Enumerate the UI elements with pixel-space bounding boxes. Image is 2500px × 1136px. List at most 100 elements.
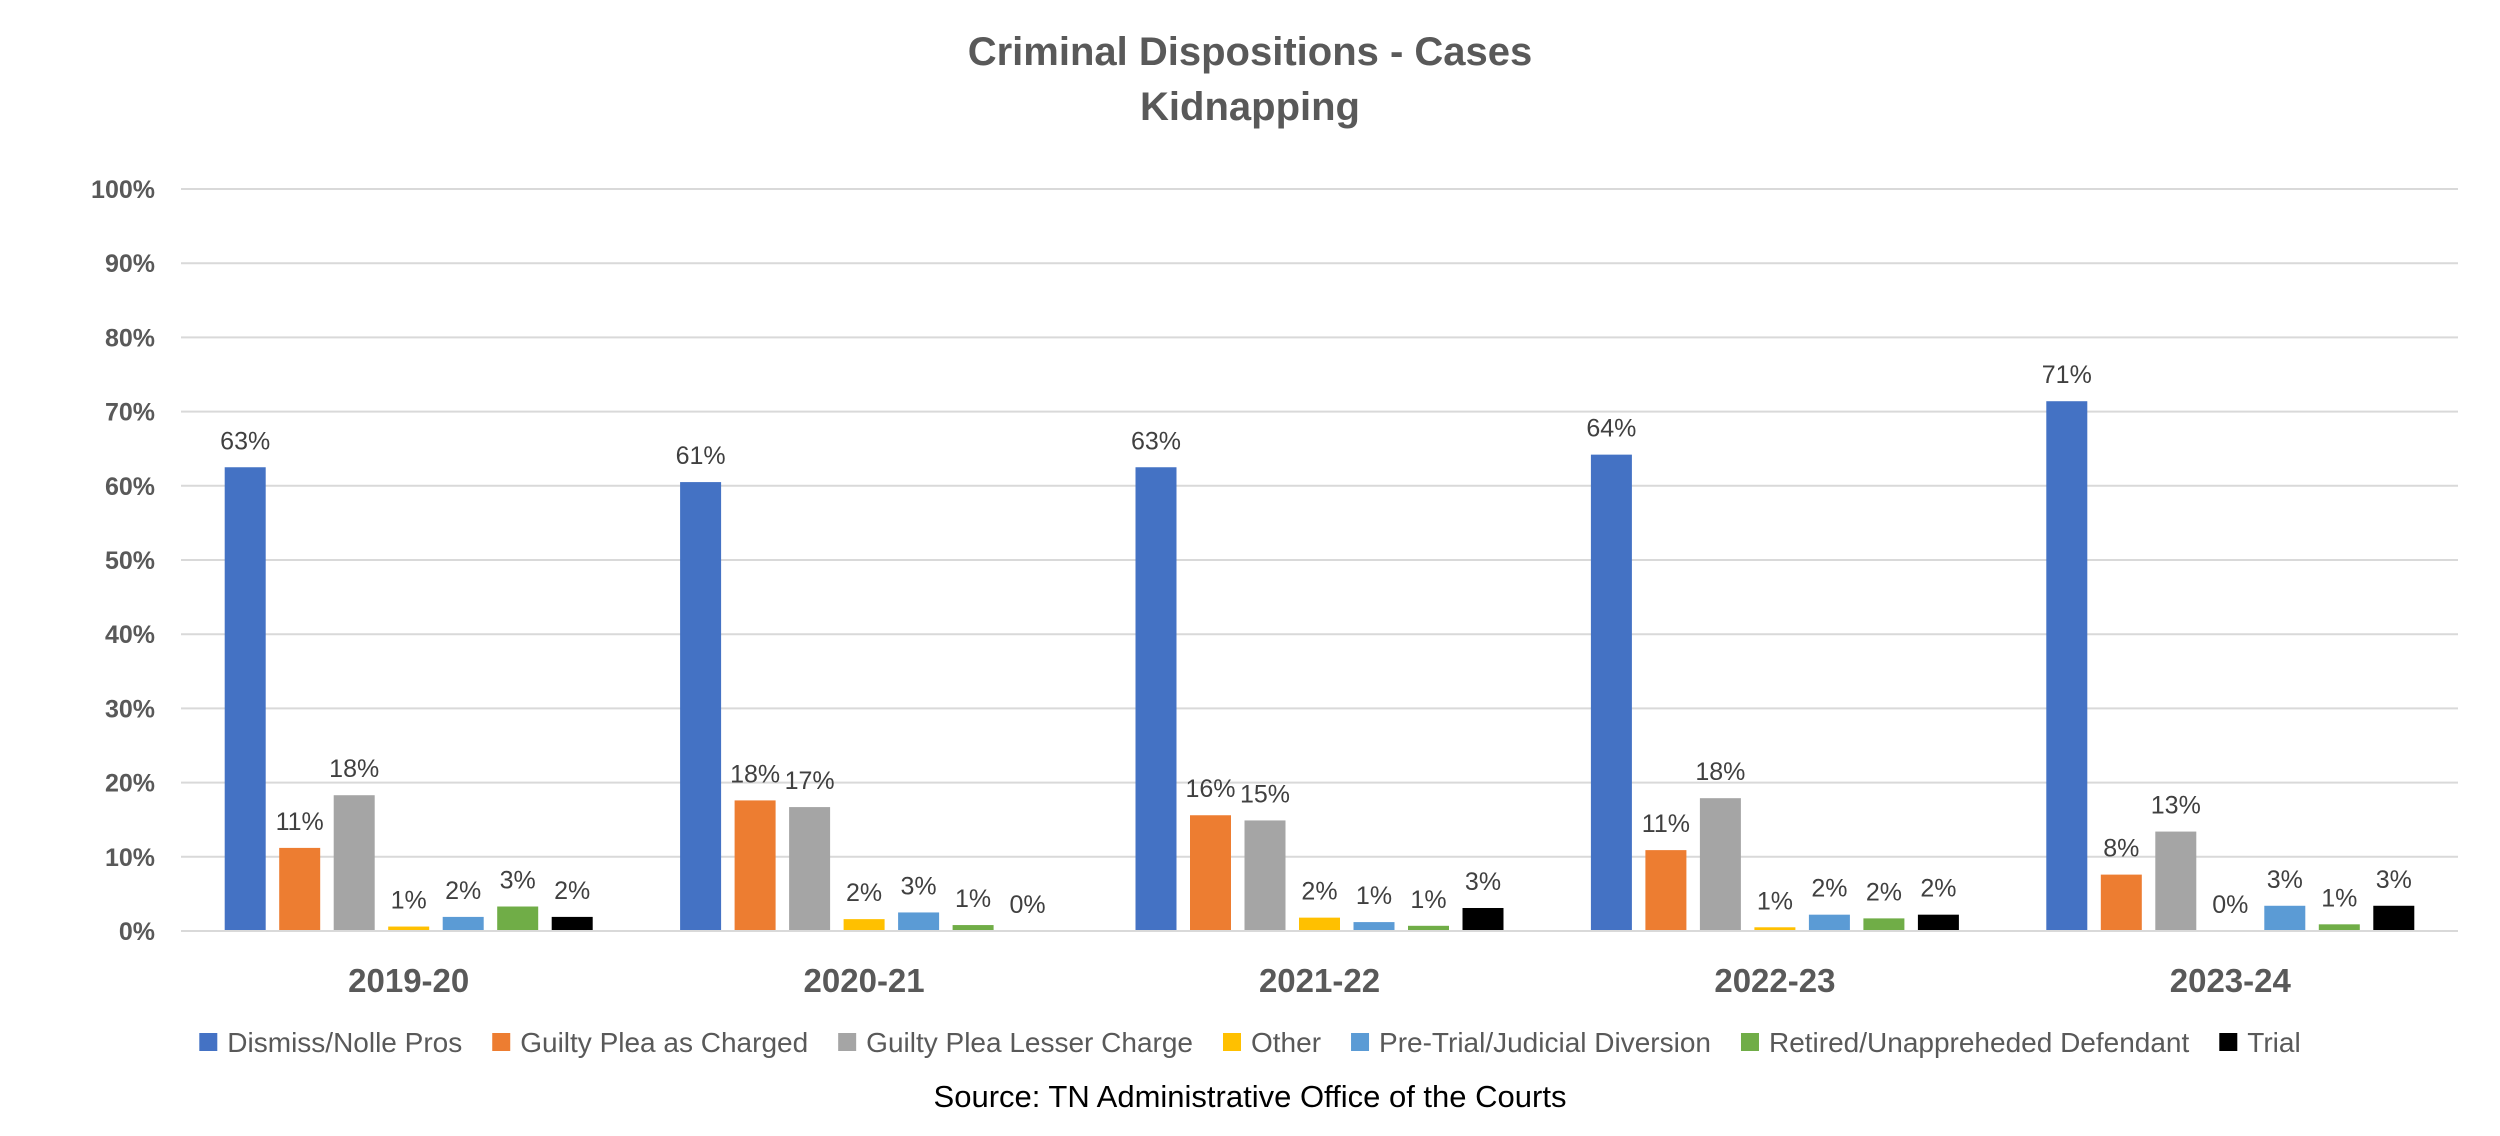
bar: [2318, 924, 2360, 931]
legend-item: Guilty Plea as Charged: [492, 1027, 808, 1058]
data-label: 61%: [676, 442, 726, 470]
data-label: 18%: [730, 760, 780, 788]
data-label: 1%: [391, 887, 427, 915]
legend-swatch: [1351, 1033, 1370, 1051]
y-tick-label: 30%: [105, 695, 155, 723]
bar: [1917, 914, 1959, 931]
bar: [1590, 454, 1632, 931]
x-tick-label: 2021-22: [1259, 962, 1380, 999]
y-tick-label: 70%: [105, 399, 155, 427]
legend-swatch: [199, 1033, 218, 1051]
legend-label: Trial: [2247, 1027, 2300, 1058]
bar: [1754, 927, 1796, 931]
legend-item: Other: [1223, 1027, 1321, 1058]
data-label: 71%: [2042, 361, 2092, 389]
data-label: 13%: [2151, 792, 2201, 820]
y-tick-label: 80%: [105, 324, 155, 352]
data-label: 2%: [1811, 875, 1847, 903]
bar: [843, 919, 885, 931]
data-label: 3%: [500, 867, 536, 895]
x-tick-label: 2019-20: [348, 962, 469, 999]
x-tick-label: 2023-24: [2170, 962, 2292, 999]
source-note: Source: TN Administrative Office of the …: [934, 1079, 1567, 1114]
data-label: 1%: [1757, 887, 1793, 915]
legend-label: Other: [1251, 1027, 1321, 1058]
y-tick-label: 0%: [119, 918, 155, 946]
data-label: 3%: [1465, 868, 1501, 896]
data-label: 15%: [1240, 780, 1290, 808]
legend-swatch: [2219, 1033, 2238, 1051]
bar: [1244, 820, 1286, 931]
data-label: 17%: [785, 767, 835, 795]
data-label: 18%: [1695, 758, 1745, 786]
bar: [1462, 907, 1504, 931]
bar: [2264, 905, 2306, 931]
data-label: 2%: [554, 877, 590, 905]
legend-swatch: [838, 1033, 857, 1051]
data-label: 3%: [2376, 866, 2412, 894]
bar: [224, 467, 266, 931]
bar: [952, 925, 994, 931]
bar: [680, 482, 722, 931]
bar: [442, 916, 484, 931]
legend-item: Retired/Unappreheded Defendant: [1740, 1027, 2190, 1058]
data-label: 2%: [1301, 878, 1337, 906]
legend-item: Pre-Trial/Judicial Diversion: [1351, 1027, 1711, 1058]
data-label: 11%: [1642, 810, 1690, 838]
data-label: 11%: [276, 808, 324, 836]
y-tick-label: 60%: [105, 473, 155, 501]
bar: [734, 800, 776, 931]
legend-label: Retired/Unappreheded Defendant: [1769, 1027, 2190, 1058]
bar: [2100, 874, 2142, 931]
chart-title: Criminal Dispositions - Cases: [968, 30, 1533, 74]
bar: [551, 916, 593, 931]
legend-label: Pre-Trial/Judicial Diversion: [1379, 1027, 1711, 1058]
legend-item: Guilty Plea Lesser Charge: [838, 1027, 1193, 1058]
y-tick-label: 20%: [105, 770, 155, 798]
y-tick-label: 90%: [105, 250, 155, 278]
bar: [2373, 905, 2415, 931]
data-label: 1%: [1410, 886, 1446, 914]
y-tick-label: 10%: [105, 844, 155, 872]
data-label: 2%: [846, 879, 882, 907]
legend-item: Dismiss/Nolle Pros: [199, 1027, 462, 1058]
bar: [497, 906, 539, 931]
legend-label: Guilty Plea Lesser Charge: [866, 1027, 1193, 1058]
bar: [1299, 917, 1340, 931]
data-label: 63%: [220, 427, 270, 455]
bar: [1135, 467, 1177, 931]
legend-label: Guilty Plea as Charged: [520, 1027, 808, 1058]
data-label: 1%: [2321, 884, 2357, 912]
data-label: 8%: [2103, 835, 2139, 863]
bar: [1408, 925, 1449, 931]
legend-label: Dismiss/Nolle Pros: [227, 1027, 462, 1058]
y-tick-label: 40%: [105, 621, 155, 649]
legend-swatch: [1223, 1033, 1241, 1051]
data-label: 1%: [955, 885, 991, 913]
bar: [2046, 401, 2088, 931]
x-tick-label: 2022-23: [1714, 962, 1835, 999]
legend-swatch: [492, 1033, 511, 1051]
data-labels: 63%11%18%1% 2% 3% 2%61%18% 17%2% 3% 1% 0%63%16%…: [220, 361, 2412, 919]
data-label: 3%: [901, 872, 937, 900]
x-tick-label: 2020-21: [804, 962, 925, 999]
bar: [1808, 914, 1850, 931]
data-label: 1%: [1356, 882, 1392, 910]
data-label: 2%: [1866, 878, 1902, 906]
data-label: 63%: [1131, 427, 1181, 455]
bar: [789, 807, 831, 931]
bar: [1699, 798, 1741, 931]
bar: [333, 795, 375, 931]
gridlines: [181, 188, 2458, 932]
bar: [1863, 918, 1905, 931]
data-label: 64%: [1586, 415, 1636, 443]
y-tick-label: 100%: [91, 176, 155, 204]
bar: [388, 926, 430, 931]
y-axis: 0% 10% 20% 30% 40% 50% 60% 70% 80% 90% 100%: [91, 176, 155, 946]
chart-subtitle: Kidnapping: [1140, 85, 1360, 129]
legend-swatch: [1740, 1033, 1759, 1051]
legend: Dismiss/Nolle Pros Guilty Plea as Charged…: [199, 1027, 2301, 1058]
data-label: 16%: [1185, 775, 1235, 803]
bar: [1353, 922, 1395, 931]
